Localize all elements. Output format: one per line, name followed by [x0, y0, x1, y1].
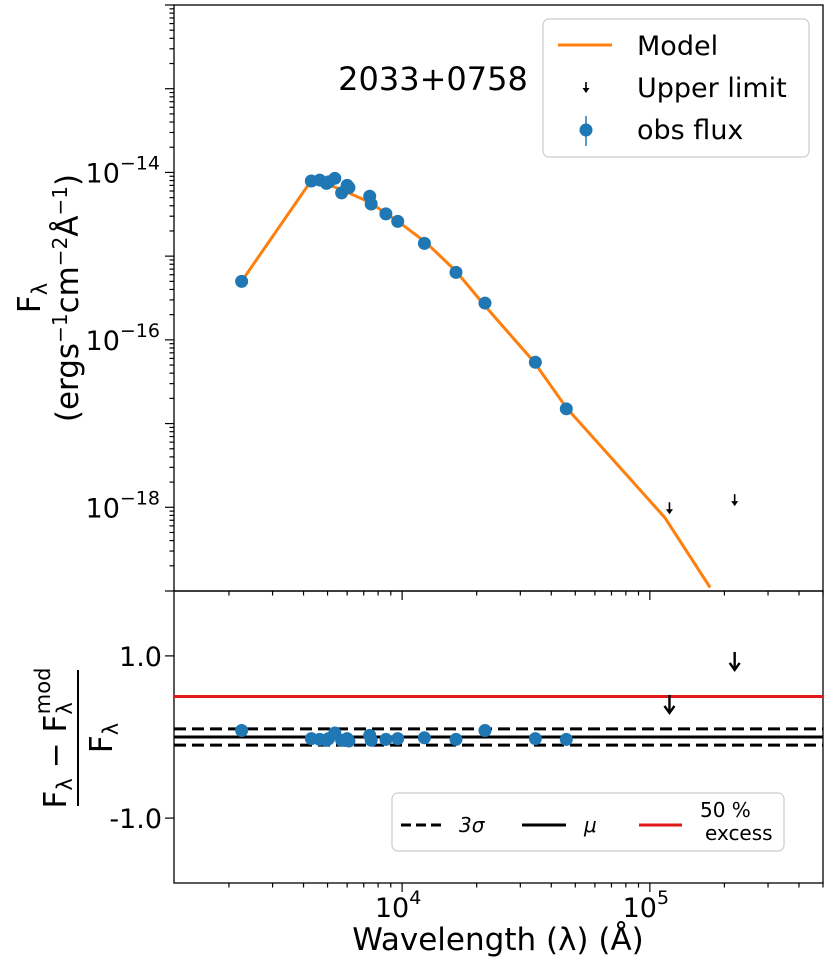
obs-flux-point: [528, 355, 542, 369]
residual-point: [364, 733, 378, 747]
residual-point: [342, 734, 356, 748]
top-legend-box: [542, 18, 810, 158]
bottom-legend: 3σ μ 50 % excess: [391, 792, 785, 852]
top-ylabel-line2: (ergs−1cm−2Å−1): [48, 174, 86, 422]
residual-point: [379, 732, 393, 746]
upper-limit-arrow-head: [731, 501, 739, 507]
res-y-tick-label: 1.0: [119, 642, 162, 673]
legend-obs-label: obs flux: [637, 115, 743, 146]
obs-flux-point: [417, 236, 431, 250]
top-panel-ticks: 10−14 10−16 10−18: [86, 4, 174, 592]
y-tick-label: 10−14: [86, 152, 160, 189]
res-y-tick-label: -1.0: [109, 804, 162, 835]
obs-flux-point: [559, 402, 573, 416]
legend-excess-label-2: excess: [705, 821, 773, 845]
residual-points: [235, 724, 573, 748]
obs-flux-point: [328, 171, 342, 185]
residual-point: [449, 732, 463, 746]
upper-limit-arrow-head: [665, 509, 673, 515]
residual-upper-arrow: [663, 694, 676, 715]
upper-limit-markers: [665, 494, 739, 515]
obs-flux-points: [235, 171, 573, 416]
obs-flux-point: [391, 214, 405, 228]
residual-upper-arrow-head: [728, 662, 741, 673]
residual-upper-arrow-head: [663, 705, 676, 715]
legend-obs-swatch: [579, 123, 593, 137]
bottom-ylabel-numerator: Fλ − Fλmod: [31, 668, 77, 809]
residual-point: [559, 732, 573, 746]
residual-upper-limit-markers: [663, 651, 741, 715]
upper-limit-arrow: [665, 502, 673, 515]
obs-flux-point: [364, 197, 378, 211]
x-axis-label: Wavelength (λ) (Å): [352, 922, 644, 958]
residual-point: [235, 724, 249, 738]
bottom-legend-box: [391, 792, 785, 852]
legend-upper-swatch: [582, 82, 590, 93]
bottom-ylabel: Fλ − Fλmod Fλ: [31, 668, 123, 809]
bottom-panel-ticks: 1.0 -1.0: [109, 642, 174, 835]
legend-model-label: Model: [637, 31, 718, 62]
obs-flux-point: [235, 274, 249, 288]
legend-upper-label: Upper limit: [637, 73, 787, 104]
top-ylabel-line1: Fλ: [12, 283, 52, 313]
x-tick-label: 104: [375, 887, 421, 924]
obs-flux-point: [478, 296, 492, 310]
residual-point: [391, 732, 405, 746]
obs-flux-point: [449, 265, 463, 279]
legend-mu-label: μ: [583, 813, 597, 837]
upper-limit-arrow: [731, 494, 739, 507]
chart-title: 2033+0758: [338, 60, 528, 98]
x-axis-ticks: 104 105: [228, 591, 824, 924]
legend-excess-label-1: 50 %: [700, 798, 751, 822]
residual-point: [417, 731, 431, 745]
top-ylabel: Fλ (ergs−1cm−2Å−1): [12, 174, 86, 422]
obs-flux-point: [379, 207, 393, 221]
model-line: [240, 178, 712, 589]
residual-upper-arrow: [728, 651, 741, 673]
obs-flux-point: [342, 181, 356, 195]
bottom-ylabel-denominator: Fλ: [84, 723, 123, 753]
residual-point: [478, 724, 492, 738]
residual-point: [528, 732, 542, 746]
x-tick-label: 105: [623, 887, 669, 924]
y-tick-label: 10−16: [86, 320, 160, 357]
legend-sigma-label: 3σ: [459, 813, 486, 837]
y-tick-label: 10−18: [86, 487, 160, 524]
top-legend: Model Upper limit obs flux: [542, 18, 810, 158]
